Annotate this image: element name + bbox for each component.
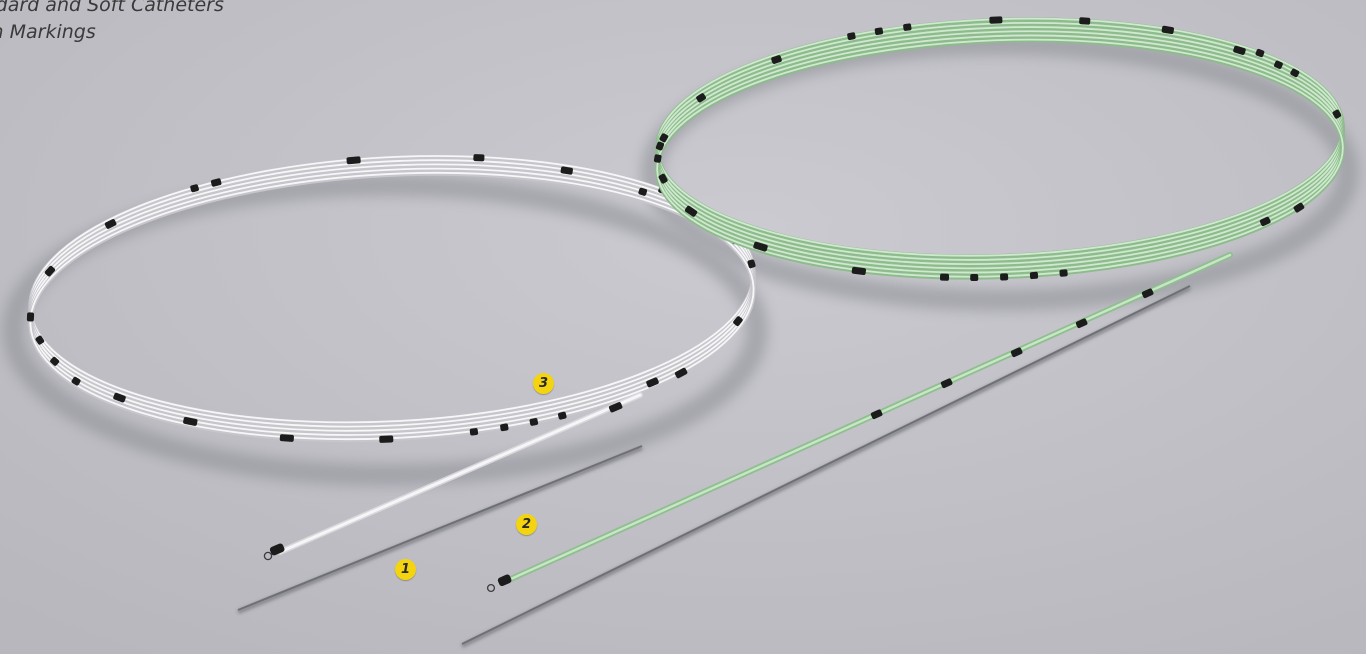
depth-marking (939, 273, 950, 281)
depth-marking (50, 356, 60, 366)
depth-marking (1259, 216, 1271, 227)
depth-marking (874, 27, 884, 36)
depth-marking (655, 141, 665, 151)
depth-marking (190, 184, 199, 193)
depth-marking (903, 23, 912, 31)
depth-marking (35, 335, 45, 345)
callout-1: 1 (395, 559, 416, 580)
soft-catheter-tail (486, 252, 1233, 593)
depth-marking (1161, 25, 1175, 35)
depth-marking (659, 133, 669, 143)
depth-marking (684, 205, 698, 217)
depth-marking (1233, 45, 1246, 55)
depth-marking (851, 266, 867, 276)
caption-line-2: pth Markings (0, 21, 96, 43)
coil-strand-highlight (29, 171, 755, 441)
depth-marking (653, 154, 662, 163)
depth-marking (1332, 109, 1342, 119)
depth-marking (638, 187, 648, 196)
callout-3: 3 (533, 373, 554, 394)
depth-marking (771, 55, 782, 64)
depth-marking (1079, 17, 1091, 25)
depth-marking (71, 376, 81, 386)
depth-marking (747, 259, 756, 269)
depth-marking (500, 423, 509, 432)
depth-marking (183, 416, 198, 426)
depth-marking (753, 241, 768, 252)
depth-marking (557, 411, 567, 420)
caption-line-1: andard and Soft Catheters (0, 0, 224, 16)
depth-marking (379, 435, 394, 443)
depth-marking (658, 173, 668, 184)
depth-marking (1290, 68, 1300, 78)
depth-marking (646, 377, 659, 388)
depth-marking (473, 154, 485, 162)
catheter-tip (486, 574, 512, 593)
coil-shadows (2, 33, 1359, 486)
depth-marking (113, 392, 126, 403)
depth-marking (104, 219, 117, 229)
depth-marking (989, 16, 1003, 24)
catheter-tip (263, 543, 285, 561)
depth-marking (346, 156, 361, 165)
depth-marking (279, 434, 294, 442)
depth-marking (608, 402, 623, 413)
tail-depth-markings (870, 288, 1154, 420)
depth-marking (970, 274, 979, 282)
depth-marking (1293, 202, 1305, 213)
depth-marking (1000, 273, 1009, 281)
depth-marking (1255, 48, 1265, 58)
depth-marking (1029, 271, 1039, 280)
depth-marking (529, 418, 539, 426)
depth-marking (1059, 269, 1068, 277)
standard-catheter-tail (263, 392, 643, 561)
depth-marking (847, 32, 856, 41)
depth-marking (44, 265, 56, 277)
depth-marking (696, 93, 706, 103)
depth-marking (1273, 60, 1283, 69)
standard-catheter-coil (26, 154, 756, 443)
depth-marking (26, 312, 35, 322)
straight-rods (237, 285, 1191, 648)
soft-catheter-coil (653, 16, 1345, 282)
depth-marking (674, 367, 688, 379)
callout-2: 2 (516, 514, 537, 535)
depth-marking (560, 166, 573, 175)
depth-marking (210, 178, 222, 187)
depth-marking (733, 316, 743, 327)
figure-caption: andard and Soft Catheters pth Markings (0, 0, 224, 46)
depth-marking (469, 428, 479, 436)
